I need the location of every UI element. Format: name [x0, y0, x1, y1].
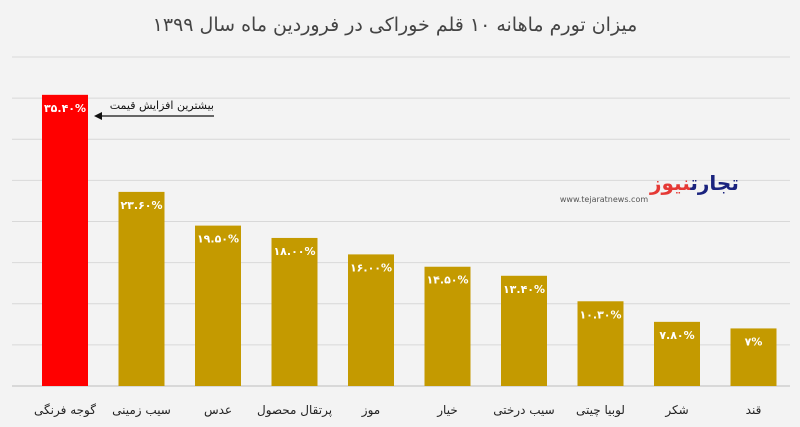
category-label: سیب درختی — [493, 403, 554, 418]
bar — [42, 94, 88, 387]
bar — [730, 328, 777, 386]
bar — [271, 237, 318, 386]
bar-value-label: ۱۴.۵۰% — [426, 274, 468, 287]
bar-value-label: ۱۶.۰۰% — [350, 261, 392, 274]
category-label: پرتقال محصول — [257, 403, 332, 418]
category-label: قند — [746, 403, 762, 417]
category-labels: گوجه فرنگی سیب زمینی عدس پرتقال محصول موز خیا… — [34, 403, 761, 418]
bar — [654, 321, 700, 386]
annotation-arrow-head — [94, 112, 102, 120]
category-label: شکر — [664, 403, 688, 418]
category-label: گوجه فرنگی — [34, 403, 96, 418]
category-label: خیار — [436, 403, 458, 418]
bar — [118, 191, 165, 386]
svg-text:تجارتنیوز: تجارتنیوز — [649, 171, 739, 195]
category-label: عدس — [204, 403, 232, 418]
bar-value-label: ۱۰.۳۰% — [579, 308, 621, 321]
bar — [348, 254, 394, 386]
bar-value-label: ۱۸.۰۰% — [273, 245, 315, 258]
annotation-text: بیشترین افزایش قیمت — [110, 99, 214, 112]
annotation: بیشترین افزایش قیمت — [94, 99, 214, 120]
bar — [577, 301, 624, 386]
watermark-logo: تجارتنیوز www.tejaratnews.com — [560, 171, 739, 204]
bar — [501, 275, 547, 386]
bar — [424, 266, 471, 386]
bar-value-label: ۳۵.۴۰% — [44, 102, 86, 115]
chart-title: میزان تورم ماهانه ۱۰ قلم خوراکی در فرورد… — [153, 14, 638, 36]
bars — [42, 94, 777, 387]
logo-main-text: تجارت — [689, 171, 738, 195]
bar — [195, 225, 241, 386]
category-label: سیب زمینی — [112, 403, 171, 418]
bar-value-label: ۱۳.۴۰% — [503, 283, 545, 296]
bar-value-label: ۷.۸۰% — [659, 329, 694, 342]
bar-value-labels: ۳۵.۴۰% ۲۳.۶۰% ۱۹.۵۰% ۱۸.۰۰% ۱۶.۰۰% ۱۴.۵۰% ۱۳.۴… — [44, 102, 762, 349]
logo-accent-text: نیوز — [649, 171, 691, 195]
logo-url: www.tejaratnews.com — [560, 195, 648, 204]
bar-value-label: ۱۹.۵۰% — [197, 233, 239, 246]
bar-value-label: ۷% — [745, 335, 763, 348]
bar-value-label: ۲۳.۶۰% — [120, 199, 162, 212]
category-label: موز — [361, 403, 380, 418]
category-label: لوبیا چیتی — [576, 403, 625, 418]
